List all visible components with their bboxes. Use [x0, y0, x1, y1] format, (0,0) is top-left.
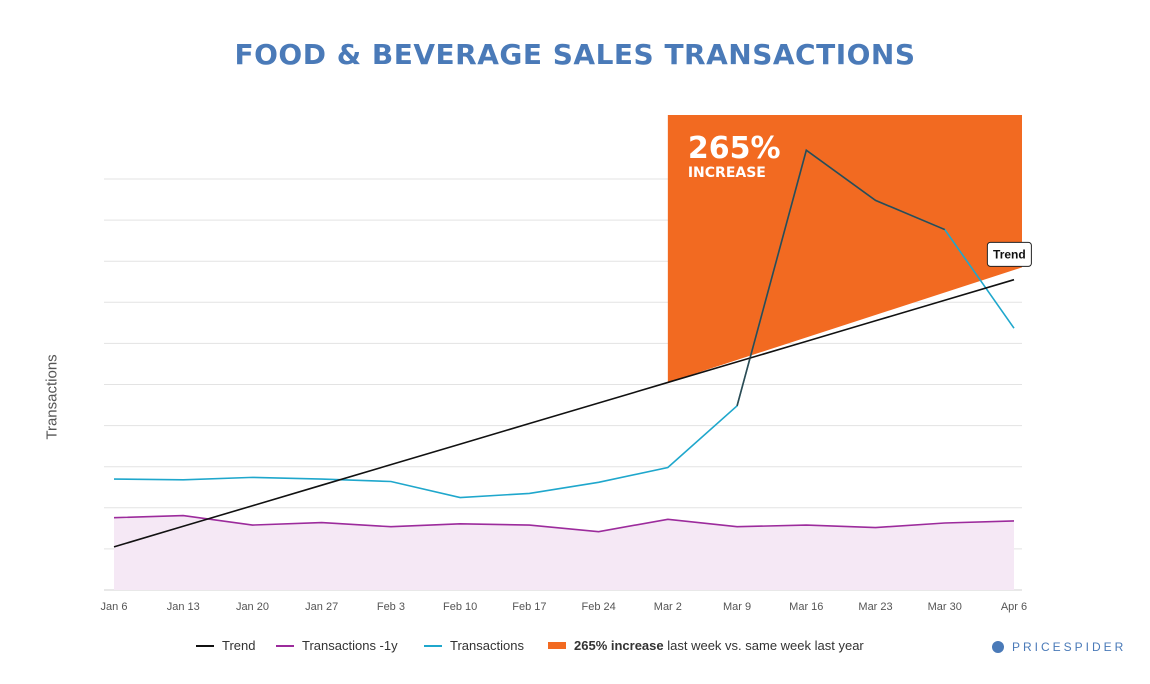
legend-label-increase: 265% increase last week vs. same week la… [574, 638, 864, 653]
transactions-1y-swatch [276, 644, 294, 647]
x-tick-label: Mar 9 [723, 601, 751, 613]
x-tick-label: Jan 13 [167, 601, 200, 613]
x-tick-label: Mar 2 [654, 601, 682, 613]
legend-item-transactions[interactable]: Transactions [424, 638, 524, 653]
transactions-1y-fill [114, 515, 1014, 590]
series-lines [113, 148, 1015, 548]
legend: Trend Transactions -1y Transactions 265%… [0, 638, 1150, 658]
x-tick-label: Mar 30 [928, 601, 962, 613]
transactions-swatch [424, 644, 442, 647]
pricespider-logo: PRICESPIDER [992, 640, 1126, 654]
x-tick-label: Jan 27 [305, 601, 338, 613]
increase-label: INCREASE [688, 165, 766, 181]
logo-text: PRICESPIDER [1012, 640, 1127, 654]
annotations: Trend [986, 241, 1032, 267]
legend-label-trend: Trend [222, 638, 256, 653]
legend-increase-bold: 265% increase [574, 638, 664, 653]
increase-value: 265% [688, 131, 781, 166]
legend-label-transactions-1y: Transactions -1y [302, 638, 398, 653]
transactions-line-highlighted [736, 148, 946, 407]
x-tick-label: Jan 20 [236, 601, 269, 613]
legend-increase-rest: last week vs. same week last year [663, 638, 864, 653]
transactions-1y-line [113, 514, 1015, 533]
x-tick-label: Mar 16 [789, 601, 823, 613]
x-tick-label: Feb 10 [443, 601, 477, 613]
transactions-1y-area [114, 515, 1014, 590]
x-tick-label: Feb 3 [377, 601, 405, 613]
legend-item-increase[interactable]: 265% increase last week vs. same week la… [548, 638, 864, 653]
legend-label-transactions: Transactions [450, 638, 524, 653]
trend-callout-label: Trend [993, 247, 1026, 261]
x-tick-label: Apr 6 [1001, 601, 1027, 613]
legend-item-trend[interactable]: Trend [196, 638, 255, 653]
x-tick-label: Feb 17 [512, 601, 546, 613]
chart-title: FOOD & BEVERAGE SALES TRANSACTIONS [234, 38, 916, 71]
legend-item-transactions-1y[interactable]: Transactions -1y [276, 638, 398, 653]
increase-swatch [548, 642, 566, 649]
trend-callout-box [986, 241, 1032, 267]
x-tick-label: Jan 6 [101, 601, 128, 613]
chart-area: 265%INCREASE Jan 6 Jan 13 Jan 20 Jan 27 Feb … [101, 115, 1032, 613]
increase-region [667, 115, 1022, 383]
spider-logo-icon [992, 641, 1004, 653]
x-axis-ticks: Jan 6 Jan 13 Jan 20 Jan 27 Feb 3 Feb 10 Feb 17… [101, 601, 1028, 613]
trend-line [113, 278, 1015, 548]
x-tick-label: Feb 24 [581, 601, 615, 613]
increase-highlight: 265%INCREASE [667, 115, 1022, 383]
y-axis-label: Transactions [43, 354, 61, 440]
trend-swatch [196, 644, 214, 647]
x-tick-label: Mar 23 [858, 601, 892, 613]
